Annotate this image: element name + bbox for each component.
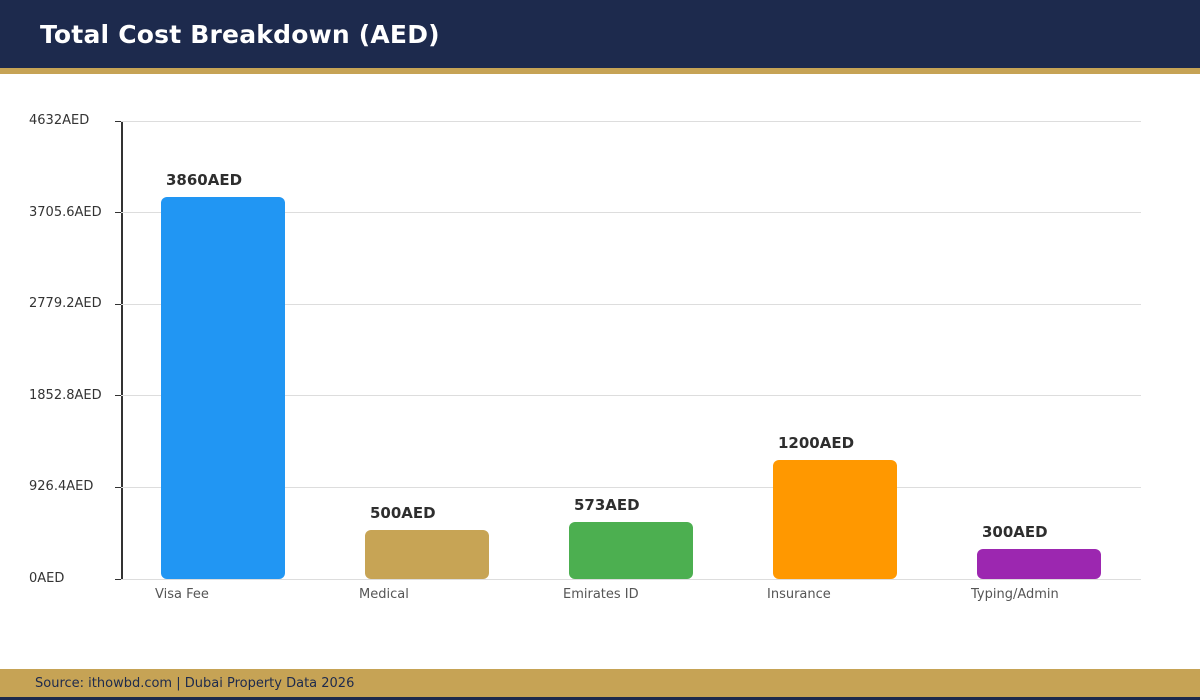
bar-chart: 0AED 926.4AED 1852.8AED 2779.2AED 3705.6AED 4…: [0, 74, 1200, 634]
y-axis-line: [121, 121, 123, 579]
bar-value-label-emirates-id: 573AED: [574, 496, 640, 515]
y-axis-tick-label: 926.4AED: [29, 479, 94, 495]
bar-value-label-insurance: 1200AED: [778, 434, 855, 453]
y-axis-tick-label: 0AED: [29, 571, 65, 586]
y-axis-tick: [115, 212, 121, 214]
footer: Source: ithowbd.com | Dubai Property Dat…: [0, 669, 1200, 697]
gridline: [121, 120, 1141, 122]
x-axis-label-emirates-id: Emirates ID: [563, 587, 639, 602]
bar-value-label-visa-fee: 3860AED: [166, 171, 243, 190]
bar-insurance: [773, 460, 897, 579]
page-title: Total Cost Breakdown (AED): [40, 19, 440, 49]
y-axis-tick-label: 3705.6AED: [29, 204, 102, 220]
x-axis-label-insurance: Insurance: [767, 587, 831, 602]
x-axis-label-medical: Medical: [359, 587, 409, 602]
bar-emirates-id: [569, 522, 693, 579]
bar-medical: [365, 529, 489, 579]
bar-typing-admin: [977, 549, 1101, 579]
gridline: [121, 486, 1141, 488]
bar-value-label-typing-admin: 300AED: [982, 523, 1048, 542]
gridline: [121, 578, 1141, 580]
x-axis-label-typing-admin: Typing/Admin: [971, 587, 1059, 602]
y-axis-tick: [115, 578, 121, 580]
gold-divider: [0, 68, 1200, 74]
y-axis-tick: [115, 395, 121, 397]
y-axis-tick-label: 4632AED: [29, 113, 90, 128]
gridline: [121, 303, 1141, 305]
gridline: [121, 212, 1141, 214]
y-axis-tick: [115, 120, 121, 122]
header: Total Cost Breakdown (AED): [0, 0, 1200, 68]
y-axis-tick-label: 2779.2AED: [29, 296, 102, 312]
bar-visa-fee: [161, 197, 285, 579]
source-attribution: Source: ithowbd.com | Dubai Property Dat…: [35, 675, 355, 691]
x-axis-label-visa-fee: Visa Fee: [155, 587, 209, 602]
y-axis-tick: [115, 486, 121, 488]
y-axis-tick-label: 1852.8AED: [29, 387, 102, 403]
gridline: [121, 395, 1141, 397]
y-axis-tick: [115, 303, 121, 305]
footer-bottom-strip: [0, 697, 1200, 700]
bar-value-label-medical: 500AED: [370, 503, 436, 522]
